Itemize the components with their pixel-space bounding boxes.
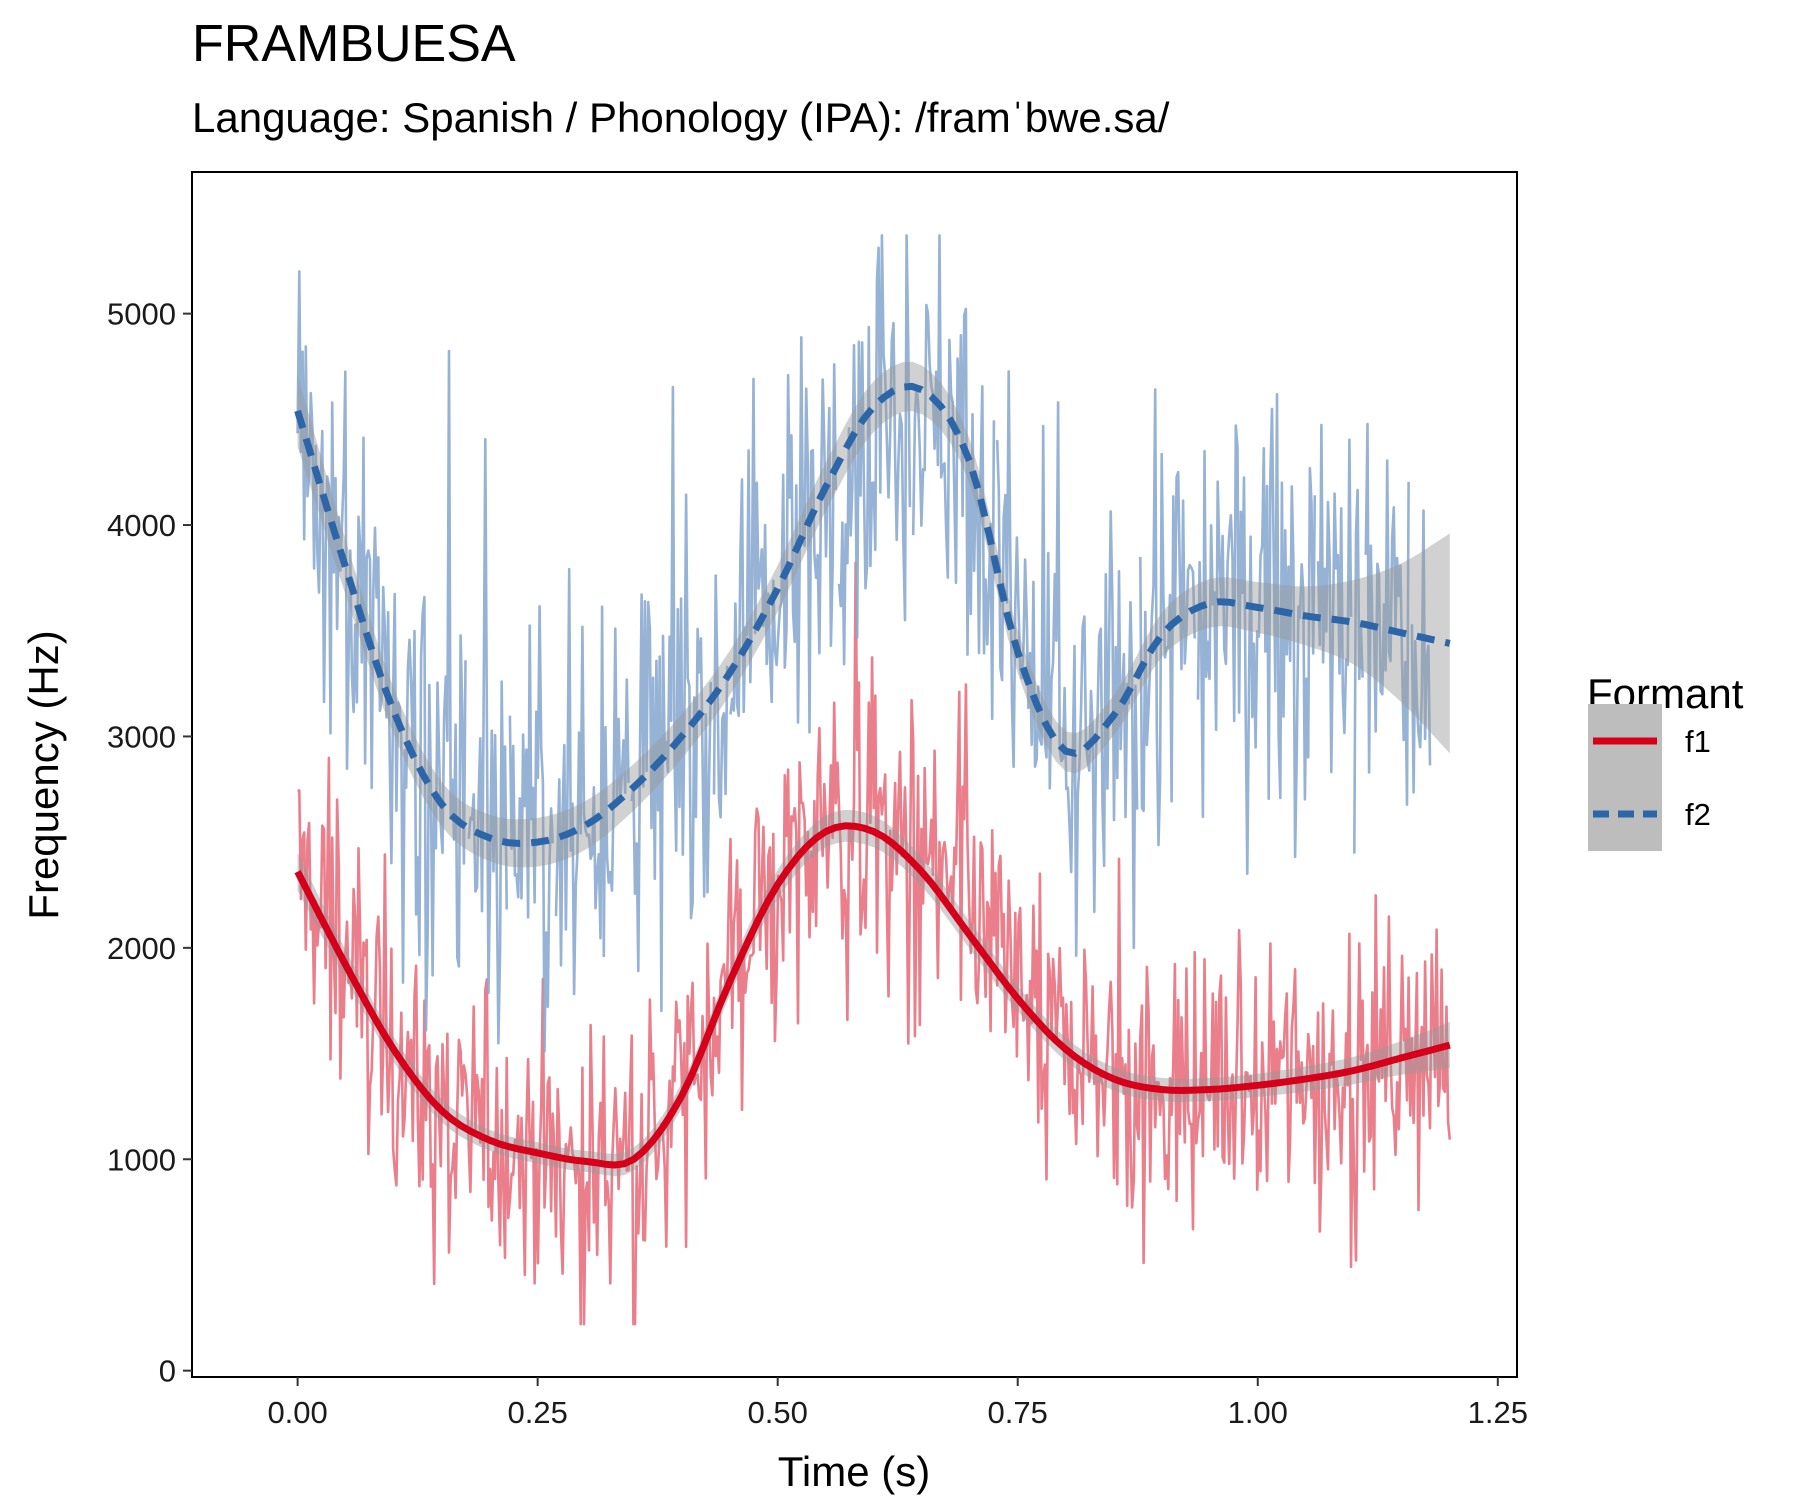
f1-smooth-line [294, 822, 1451, 1169]
smooth-lines-layer [294, 382, 1451, 1169]
x-tick-label: 0.75 [988, 1395, 1048, 1430]
f1-confidence-band [297, 809, 1450, 1177]
confidence-bands-layer [297, 361, 1450, 1177]
x-tick-label: 0.00 [267, 1395, 327, 1430]
x-tick-label: 1.00 [1228, 1395, 1288, 1430]
y-tick-label: 2000 [107, 931, 176, 966]
f2-confidence-band [297, 361, 1450, 868]
legend-label-f1: f1 [1685, 724, 1711, 759]
y-tick-label: 4000 [107, 508, 176, 543]
axes-layer: 0.00 0.25 0.50 0.75 1.00 1.25 0 1000 2000 3000 400… [107, 297, 1528, 1430]
x-tick-label: 0.50 [748, 1395, 808, 1430]
f2-raw-trace [296, 234, 1432, 1053]
chart-title: FRAMBUESA [192, 15, 516, 73]
y-tick-label: 5000 [107, 297, 176, 332]
y-axis-title: Frequency (Hz) [20, 630, 67, 919]
f2-smooth-line [294, 382, 1451, 847]
legend-label-f2: f2 [1685, 797, 1711, 832]
y-tick-label: 1000 [107, 1142, 176, 1177]
x-tick-label: 0.25 [507, 1395, 567, 1430]
y-tick-label: 0 [159, 1354, 176, 1389]
y-tick-label: 3000 [107, 719, 176, 754]
plot-panel-border [191, 171, 1518, 1378]
raw-measurements-layer [296, 234, 1452, 1326]
f1-raw-trace [297, 561, 1452, 1326]
chart-subtitle: Language: Spanish / Phonology (IPA): /fr… [192, 94, 1170, 141]
x-axis-title: Time (s) [778, 1448, 930, 1495]
x-tick-label: 1.25 [1468, 1395, 1528, 1430]
